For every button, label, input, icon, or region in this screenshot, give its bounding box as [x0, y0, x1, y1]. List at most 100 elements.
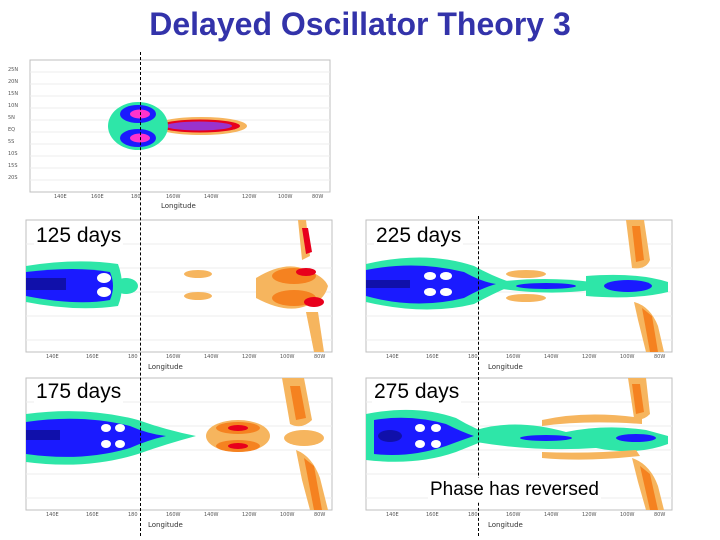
- lat-tick: 15S: [8, 163, 18, 169]
- rossby-tail: [114, 278, 138, 294]
- x-axis-label: Longitude: [488, 521, 523, 529]
- lat-tick: 5N: [8, 115, 15, 121]
- west-contour-mid: [374, 417, 474, 455]
- lon-tick-labels: 140E 160E 180 160W 140W 120W 100W 80W: [46, 354, 325, 360]
- panel-label-175: 175 days: [34, 380, 124, 404]
- lon-tick: 140W: [204, 194, 219, 200]
- x-axis-label: Longitude: [488, 363, 523, 371]
- mid-contour: [184, 292, 212, 300]
- dateline-marker-right: [478, 216, 479, 536]
- west-hole: [440, 288, 452, 296]
- lat-tick: 25N: [8, 67, 18, 73]
- mid-orange: [506, 270, 546, 278]
- south-orange-band: [542, 450, 640, 460]
- lon-tick: 180: [468, 512, 478, 518]
- rossby-hole: [97, 287, 111, 297]
- panel-label-225: 225 days: [374, 224, 464, 248]
- kelvin-blue: [520, 435, 572, 441]
- mid-contour: [184, 270, 212, 278]
- boundary-north-core: [302, 228, 312, 254]
- lat-tick-labels: 25N 20N 15N 10N 5N EQ 5S 10S 15S 20S: [8, 67, 18, 181]
- west-hole: [431, 440, 441, 448]
- lon-tick: 120W: [242, 354, 257, 360]
- lon-tick: 80W: [314, 512, 325, 518]
- lon-tick: 140E: [386, 512, 399, 518]
- lon-tick: 160E: [91, 194, 104, 200]
- x-axis-label: Longitude: [161, 202, 196, 210]
- panel-label-275: 275 days: [372, 380, 462, 404]
- lon-tick: 180: [468, 354, 478, 360]
- panel-label-125: 125 days: [34, 224, 124, 248]
- lon-tick: 100W: [620, 512, 635, 518]
- west-hole: [115, 424, 125, 432]
- slide-title: Delayed Oscillator Theory 3: [149, 6, 571, 42]
- boundary-north-mid: [632, 384, 644, 414]
- lon-tick: 140W: [204, 512, 219, 518]
- west-core: [378, 430, 402, 442]
- panel-175-plot: 140E 160E 180 160W 140W 120W 100W 80W Lo…: [25, 377, 333, 529]
- panel-initial: 25N 20N 15N 10N 5N EQ 5S 10S 15S 20S 140…: [6, 52, 336, 210]
- lat-tick: 15N: [8, 91, 18, 97]
- west-hole: [424, 272, 436, 280]
- lon-tick: 80W: [654, 512, 665, 518]
- lon-tick: 120W: [242, 194, 257, 200]
- panel-275-days: 140E 160E 180 160W 140W 120W 100W 80W Lo…: [346, 374, 676, 534]
- rossby-hole: [97, 273, 111, 283]
- lon-tick: 100W: [280, 354, 295, 360]
- west-hole: [431, 424, 441, 432]
- west-hole: [101, 424, 111, 432]
- x-axis-label: Longitude: [148, 521, 183, 529]
- lon-tick: 140E: [54, 194, 67, 200]
- mid-core: [228, 425, 248, 431]
- lon-tick-labels: 140E 160E 180 160W 140W 120W 100W 80W: [386, 512, 665, 518]
- lon-tick: 140E: [46, 512, 59, 518]
- west-core: [26, 430, 60, 440]
- phase-reversed-note: Phase has reversed: [428, 478, 601, 502]
- boundary-south-mid: [642, 308, 658, 352]
- lon-tick: 180: [128, 512, 138, 518]
- dateline-marker-left: [140, 52, 141, 536]
- kelvin-blue: [516, 283, 576, 289]
- west-contour-mid: [366, 265, 496, 304]
- lon-tick: 160E: [86, 354, 99, 360]
- lat-tick: EQ: [8, 127, 15, 133]
- lon-tick: 160W: [506, 512, 521, 518]
- west-hole: [101, 440, 111, 448]
- boundary-north-mid: [290, 386, 306, 420]
- panel-225-days: 140E 160E 180 160W 140W 120W 100W 80W Lo…: [346, 216, 676, 374]
- north-orange-band: [542, 414, 642, 426]
- lon-tick: 180: [128, 354, 138, 360]
- grid: [30, 71, 330, 181]
- lon-tick: 140E: [386, 354, 399, 360]
- lon-tick-labels: 140E 160E 180 160W 140W 120W 100W 80W: [54, 194, 323, 200]
- lon-tick: 120W: [582, 354, 597, 360]
- lon-tick-labels: 140E 160E 180 160W 140W 120W 100W 80W: [386, 354, 665, 360]
- lon-tick: 80W: [314, 354, 325, 360]
- boundary-north-mid: [632, 226, 644, 262]
- lon-tick: 160E: [426, 354, 439, 360]
- east-core: [296, 268, 316, 276]
- lon-tick: 160W: [166, 194, 181, 200]
- lon-tick-labels: 140E 160E 180 160W 140W 120W 100W 80W: [46, 512, 325, 518]
- lon-tick: 180: [131, 194, 141, 200]
- boundary-south-mid: [640, 466, 658, 510]
- west-hole: [415, 440, 425, 448]
- lat-tick: 20S: [8, 175, 18, 181]
- lon-tick: 120W: [242, 512, 257, 518]
- lon-tick: 160E: [86, 512, 99, 518]
- west-hole: [115, 440, 125, 448]
- west-hole: [440, 272, 452, 280]
- lon-tick: 100W: [278, 194, 293, 200]
- lon-tick: 140W: [544, 512, 559, 518]
- panel-125-days: 140E 160E 180 160W 140W 120W 100W 80W Lo…: [6, 216, 336, 374]
- lat-tick: 10N: [8, 103, 18, 109]
- panel-initial-plot: 25N 20N 15N 10N 5N EQ 5S 10S 15S 20S 140…: [8, 59, 331, 210]
- lon-tick: 100W: [620, 354, 635, 360]
- boundary-south-contour: [306, 312, 324, 352]
- east-blue: [604, 280, 652, 292]
- rossby-core: [26, 278, 66, 290]
- kelvin-teal: [476, 424, 668, 452]
- east-contour: [284, 430, 324, 446]
- boundary-south-mid: [304, 458, 322, 510]
- lon-tick: 160W: [166, 512, 181, 518]
